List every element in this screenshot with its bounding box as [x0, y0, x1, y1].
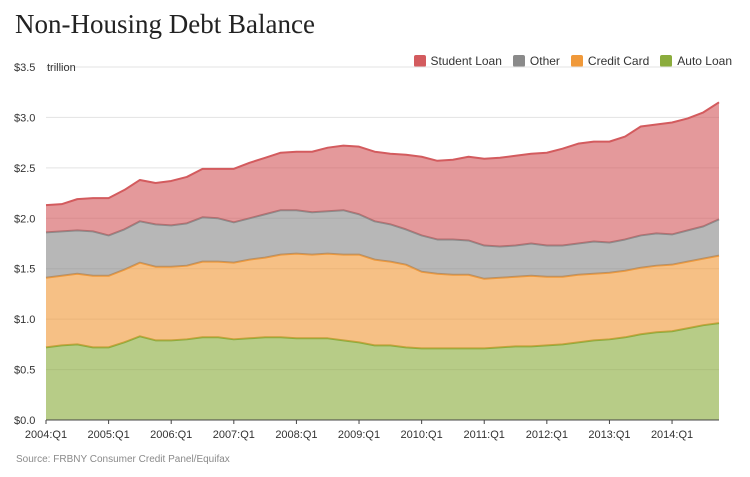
axis-layer: $0.0 $0.5 $1.0 $1.5 $2.0 $2.5 $3.0 $3.5 trillion…: [14, 62, 719, 441]
y-tick-label: $0.0: [14, 415, 35, 427]
legend-label-student-loan: Student Loan: [430, 54, 502, 68]
legend-label-auto-loan: Auto Loan: [677, 54, 732, 68]
source-note: Source: FRBNY Consumer Credit Panel/Equi…: [16, 454, 230, 465]
x-tick-label: 2013:Q1: [588, 429, 630, 441]
y-tick-label: $1.0: [14, 314, 35, 326]
y-axis-unit-label: trillion: [47, 62, 76, 74]
y-tick-label: $2.0: [14, 213, 35, 225]
x-tick-label: 2014:Q1: [651, 429, 693, 441]
area-auto-loan[interactable]: [46, 323, 719, 420]
y-tick-label: $3.5: [14, 62, 35, 74]
area-student-loan[interactable]: [46, 102, 719, 247]
legend-swatch-credit-card: [570, 55, 583, 67]
x-tick-label: 2012:Q1: [526, 429, 568, 441]
x-tick-label: 2009:Q1: [338, 429, 380, 441]
legend-swatch-student-loan: [413, 55, 426, 67]
chart-legend: Student Loan Other Credit Card Auto Loan: [403, 54, 732, 68]
x-tick-label: 2007:Q1: [213, 429, 255, 441]
legend-swatch-other: [512, 55, 525, 67]
chart-title: Non-Housing Debt Balance: [15, 9, 315, 39]
x-tick-label: 2010:Q1: [401, 429, 443, 441]
legend-label-other: Other: [529, 54, 560, 68]
x-tick-label: 2004:Q1: [25, 429, 67, 441]
legend-item-other[interactable]: Other: [512, 54, 560, 68]
y-tick-label: $0.5: [14, 365, 35, 377]
legend-swatch-auto-loan: [660, 55, 673, 67]
y-tick-label: $3.0: [14, 112, 35, 124]
x-tick-label: 2006:Q1: [150, 429, 192, 441]
area-other[interactable]: [46, 210, 719, 279]
x-tick-label: 2011:Q1: [464, 429, 505, 441]
legend-item-auto-loan[interactable]: Auto Loan: [660, 54, 732, 68]
line-student-loan[interactable]: [45, 101, 720, 207]
x-tick-label: 2005:Q1: [88, 429, 130, 441]
x-tick-label: 2008:Q1: [275, 429, 317, 441]
y-tick-label: $1.5: [14, 264, 35, 276]
area-layer: [45, 101, 720, 420]
y-tick-label: $2.5: [14, 163, 35, 175]
legend-item-credit-card[interactable]: Credit Card: [570, 54, 650, 68]
legend-item-student-loan[interactable]: Student Loan: [413, 54, 502, 68]
legend-label-credit-card: Credit Card: [587, 54, 650, 68]
